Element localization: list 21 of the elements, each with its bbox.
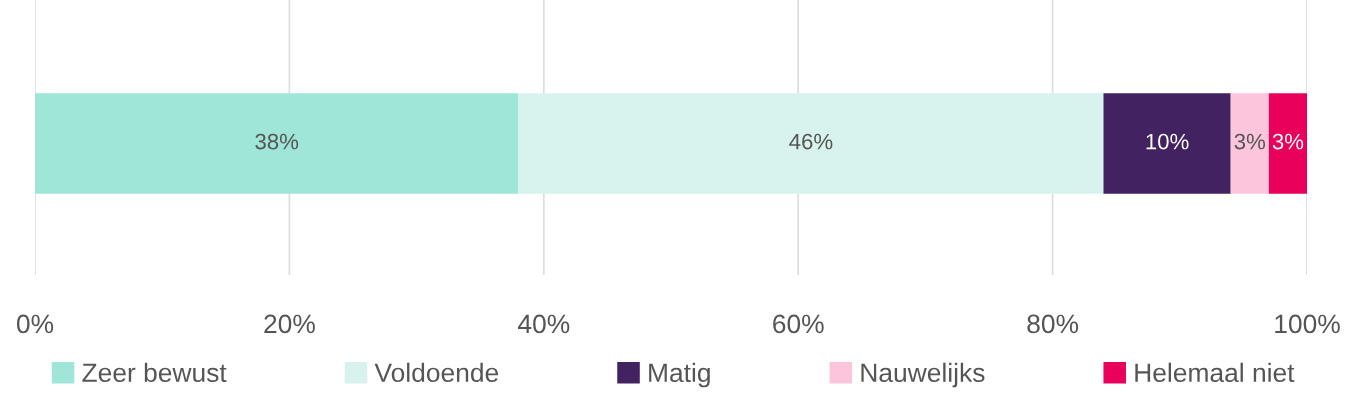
x-tick-label: 60% — [773, 314, 824, 334]
x-tick-label: 40% — [518, 314, 570, 334]
bar — [1230, 93, 1269, 194]
data-label: 3% — [1272, 133, 1304, 150]
legend-label: Nauwelijks — [861, 362, 985, 388]
bar — [518, 93, 1104, 194]
bar — [1103, 93, 1231, 194]
x-tick-label: 100% — [1275, 314, 1340, 334]
data-label: 3% — [1234, 133, 1266, 150]
data-label: 10% — [1146, 133, 1189, 150]
legend-label: Matig — [649, 362, 710, 388]
legend-label: Zeer bewust — [82, 362, 227, 383]
x-tick-label: 20% — [264, 314, 315, 334]
data-label: 46% — [789, 133, 833, 150]
bar — [1268, 93, 1307, 194]
legend-label: Voldoende — [374, 362, 499, 383]
data-label: 38% — [255, 133, 299, 150]
legend-label: Helemaal niet — [1135, 362, 1295, 383]
x-tick-label: 0% — [16, 314, 54, 334]
x-tick-label: 80% — [1027, 314, 1079, 334]
bar — [35, 93, 519, 194]
